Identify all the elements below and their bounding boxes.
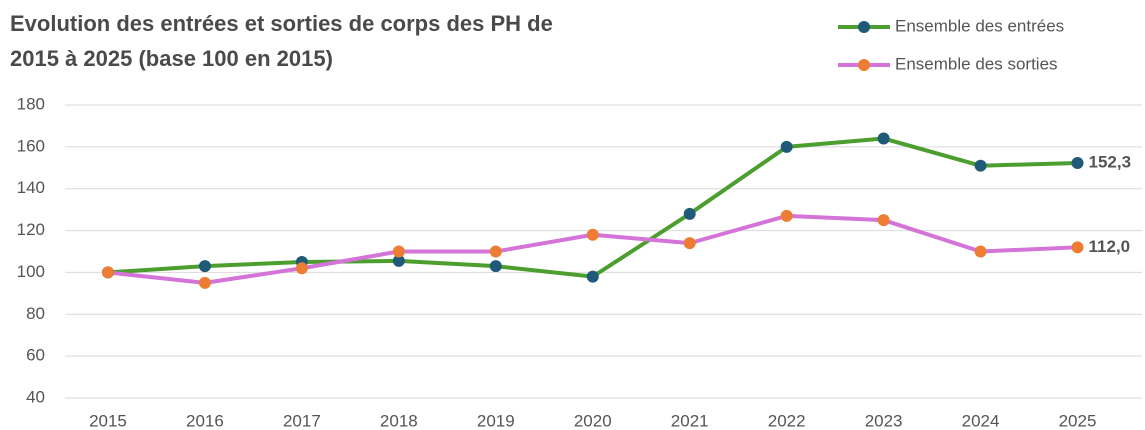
legend-marker [858, 59, 870, 71]
x-tick-label: 2025 [1059, 411, 1097, 430]
y-tick-label: 40 [26, 387, 45, 406]
x-tick-label: 2023 [865, 411, 903, 430]
data-point [489, 260, 502, 273]
data-point [198, 276, 211, 289]
y-tick-label: 140 [17, 178, 45, 197]
data-point [780, 140, 793, 153]
data-label: 152,3 [1089, 152, 1132, 171]
data-point [586, 228, 599, 241]
y-tick-label: 60 [26, 346, 45, 365]
data-point [295, 262, 308, 275]
legend-marker [858, 21, 870, 33]
x-tick-label: 2024 [962, 411, 1000, 430]
data-point [683, 207, 696, 220]
chart-title: 2015 à 2025 (base 100 en 2015) [10, 46, 333, 71]
y-tick-label: 180 [17, 94, 45, 113]
data-point [974, 245, 987, 258]
data-point [780, 209, 793, 222]
x-tick-label: 2022 [768, 411, 806, 430]
data-point [1071, 241, 1084, 254]
data-point [586, 270, 599, 283]
x-tick-label: 2015 [89, 411, 127, 430]
chart-title: Evolution des entrées et sorties de corp… [10, 11, 553, 36]
data-point [489, 245, 502, 258]
x-tick-label: 2016 [186, 411, 224, 430]
data-point [101, 266, 114, 279]
y-tick-label: 80 [26, 304, 45, 323]
data-point [392, 245, 405, 258]
x-tick-label: 2019 [477, 411, 515, 430]
legend-label: Ensemble des entrées [895, 16, 1064, 35]
data-point [877, 132, 890, 145]
legend-label: Ensemble des sorties [895, 54, 1058, 73]
x-tick-label: 2021 [671, 411, 709, 430]
y-tick-label: 160 [17, 136, 45, 155]
data-point [974, 159, 987, 172]
x-tick-label: 2020 [574, 411, 612, 430]
x-tick-label: 2017 [283, 411, 321, 430]
series-line [107, 136, 1078, 279]
data-label: 112,0 [1089, 237, 1131, 256]
data-point [392, 254, 405, 267]
data-point [1071, 156, 1084, 169]
x-tick-label: 2018 [380, 411, 418, 430]
y-tick-label: 120 [17, 220, 45, 239]
data-point [683, 237, 696, 250]
data-point [198, 260, 211, 273]
y-tick-label: 100 [17, 262, 45, 281]
data-point [877, 214, 890, 227]
